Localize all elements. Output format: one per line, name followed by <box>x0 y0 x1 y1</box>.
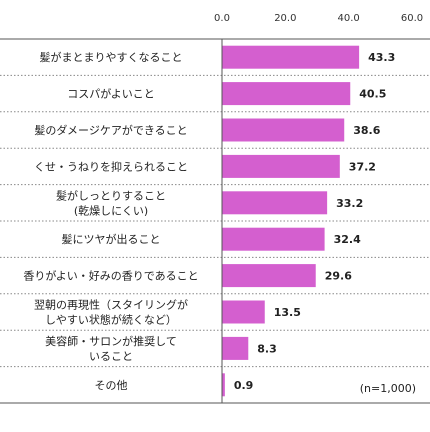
category-label: いること <box>89 350 133 363</box>
category-label: 香りがよい・好みの香りであること <box>23 269 198 283</box>
category-label: くせ・うねりを抑えられること <box>34 159 188 173</box>
value-label: 0.9 <box>234 379 254 392</box>
bar <box>222 373 225 397</box>
bar <box>222 264 316 288</box>
value-label: 43.3 <box>368 51 395 64</box>
bar <box>222 82 351 106</box>
bar <box>222 154 340 178</box>
value-label: 8.3 <box>257 342 277 355</box>
value-label: 38.6 <box>353 124 380 137</box>
bar <box>222 227 325 251</box>
value-label: 29.6 <box>325 270 352 283</box>
category-label: 翌朝の再現性（スタイリングが <box>34 298 188 312</box>
category-label: 髪にツヤが出ること <box>62 232 161 246</box>
category-label: 髪のダメージケアができること <box>34 123 187 137</box>
category-label: コスパがよいこと <box>67 87 154 101</box>
value-label: 40.5 <box>359 88 386 101</box>
category-label: 髪がまとまりやすくなること <box>40 50 183 64</box>
value-label: 37.2 <box>349 160 376 173</box>
sample-size-note: (n=1,000) <box>359 382 416 395</box>
x-tick-label: 20.0 <box>274 13 296 24</box>
value-label: 13.5 <box>274 306 301 319</box>
bar <box>222 336 249 360</box>
bar <box>222 45 360 69</box>
category-label: (乾燥しにくい) <box>74 204 148 217</box>
category-label: 美容師・サロンが推奨して <box>45 334 177 348</box>
value-label: 33.2 <box>336 197 363 210</box>
bar <box>222 191 328 215</box>
x-tick-label: 60.0 <box>401 13 423 24</box>
category-label: その他 <box>95 379 128 392</box>
x-tick-label: 40.0 <box>338 13 360 24</box>
bar <box>222 118 345 142</box>
x-tick-label: 0.0 <box>214 13 230 24</box>
bar <box>222 300 265 324</box>
value-label: 32.4 <box>334 233 361 246</box>
category-label: しやすい状態が続くなど） <box>45 313 177 327</box>
category-label: 髪がしっとりすること <box>56 188 166 202</box>
